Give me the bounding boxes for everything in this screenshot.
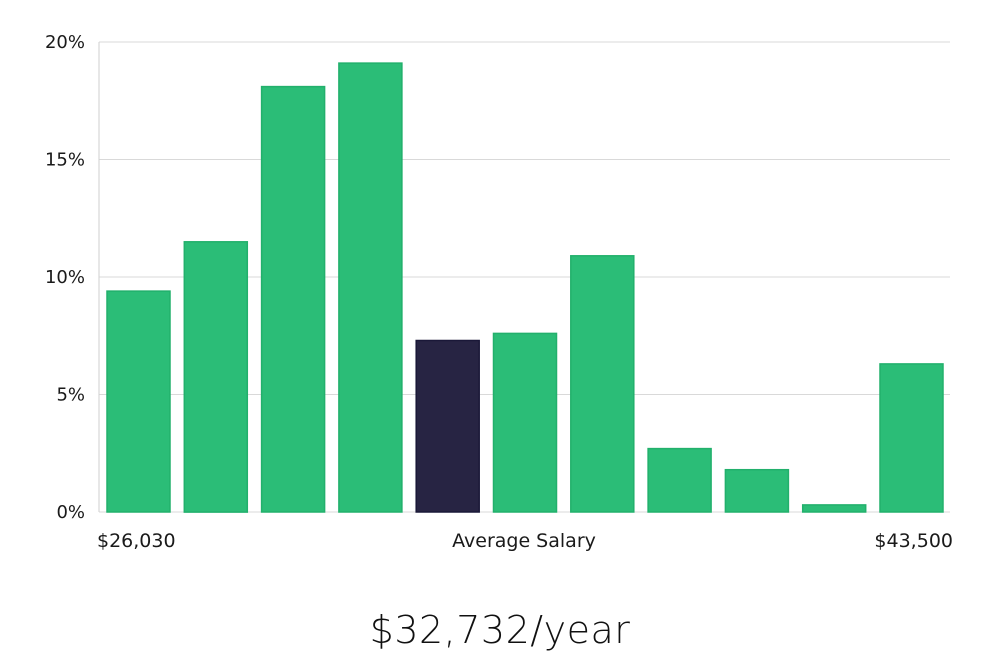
salary-histogram: 0% 5% 10% 15% 20% $26,030 Average Salary $43… <box>45 32 953 552</box>
y-tick-label: 0% <box>56 502 85 523</box>
average-salary-value: $32,732/year <box>369 608 631 652</box>
x-label-average: Average Salary <box>452 530 596 552</box>
bars <box>106 62 944 513</box>
bar <box>260 85 326 513</box>
y-axis-ticks: 0% 5% 10% 15% 20% <box>45 32 85 523</box>
bar <box>570 255 635 513</box>
bar <box>724 468 790 513</box>
y-tick-label: 15% <box>45 150 85 171</box>
x-label-min: $26,030 <box>97 530 176 552</box>
y-tick-label: 5% <box>56 385 85 406</box>
bar <box>492 332 558 513</box>
bar <box>338 62 403 513</box>
bar-average-salary <box>415 339 480 513</box>
bar <box>183 241 249 513</box>
x-label-max: $43,500 <box>874 530 953 552</box>
y-tick-label: 10% <box>45 267 85 288</box>
y-tick-label: 20% <box>45 32 85 53</box>
bar <box>801 504 867 513</box>
bar <box>879 363 944 513</box>
bar <box>647 447 712 513</box>
bar <box>106 290 171 513</box>
